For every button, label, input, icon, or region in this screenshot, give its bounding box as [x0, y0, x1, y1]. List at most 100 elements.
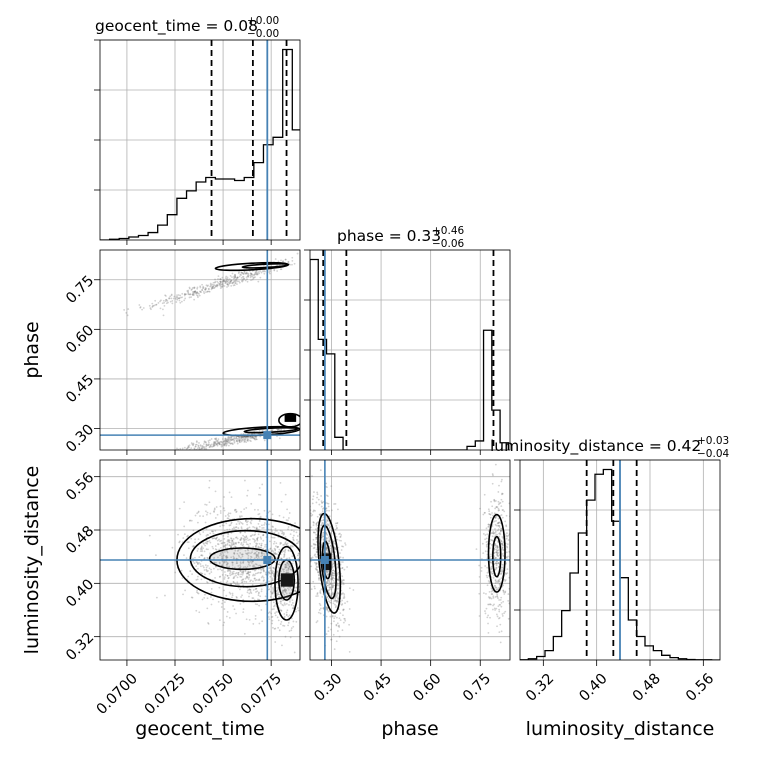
- sample-point: [494, 557, 497, 559]
- sample-point: [269, 540, 271, 543]
- sample-point: [248, 574, 251, 576]
- sample-point: [259, 276, 262, 279]
- sample-point: [329, 582, 332, 585]
- sample-point: [193, 286, 196, 289]
- sample-point: [331, 554, 334, 556]
- sample-point: [218, 443, 221, 446]
- sample-point: [236, 276, 239, 279]
- sample-point: [280, 609, 283, 612]
- sample-point: [202, 547, 205, 550]
- sample-point: [276, 0, 278, 1]
- sample-point: [270, 572, 273, 575]
- sample-point: [494, 562, 497, 565]
- sample-point: [252, 566, 255, 568]
- y-tick-label: 0.45: [63, 372, 97, 406]
- sample-point: [223, 444, 226, 446]
- sample-point: [173, 295, 176, 298]
- sample-point: [217, 441, 220, 444]
- sample-point: [230, 279, 233, 282]
- sample-point: [348, 623, 351, 626]
- sample-point: [284, 566, 287, 569]
- sample-point: [287, 0, 289, 1]
- sample-point: [314, 509, 316, 512]
- sample-point: [270, 569, 273, 572]
- sample-point: [188, 444, 191, 447]
- sample-point: [176, 447, 178, 450]
- sample-point: [484, 565, 487, 567]
- axes-frame: [309, 249, 511, 451]
- sample-point: [177, 533, 179, 536]
- sample-point: [237, 438, 240, 440]
- sample-point: [247, 571, 250, 574]
- sample-point: [274, 612, 276, 615]
- sample-point: [291, 607, 294, 609]
- sample-point: [228, 591, 231, 594]
- sample-point: [250, 273, 253, 276]
- sample-point: [245, 618, 248, 621]
- sample-point: [274, 552, 276, 555]
- sample-point: [235, 523, 238, 526]
- sample-point: [236, 552, 239, 555]
- sample-point: [238, 440, 241, 443]
- sample-point: [209, 282, 212, 285]
- sample-point: [242, 561, 245, 564]
- sample-point: [342, 614, 344, 617]
- sample-point: [245, 541, 248, 543]
- sample-point: [227, 517, 230, 520]
- sample-point: [263, 509, 266, 512]
- sample-point: [271, 429, 274, 431]
- sample-point: [208, 290, 211, 293]
- sample-point: [297, 0, 299, 1]
- sample-point: [151, 302, 154, 305]
- sample-point: [326, 595, 328, 598]
- sample-point: [259, 270, 262, 273]
- sample-point: [246, 572, 249, 575]
- sample-point: [275, 0, 277, 1]
- sample-point: [484, 534, 487, 536]
- sample-point: [283, 0, 285, 1]
- sample-point: [238, 271, 241, 273]
- sample-point: [504, 580, 507, 582]
- sample-point: [312, 596, 314, 598]
- sample-point: [498, 524, 501, 527]
- sample-point: [336, 538, 339, 541]
- sample-point: [291, 0, 293, 1]
- sample-point: [274, 0, 276, 1]
- sample-point: [234, 281, 237, 284]
- sample-point: [206, 542, 209, 545]
- sample-point: [333, 584, 336, 587]
- sample-point: [289, 0, 291, 1]
- sample-point: [182, 593, 184, 596]
- sample-point: [497, 491, 500, 493]
- sample-point: [245, 581, 248, 583]
- sample-point: [495, 506, 498, 509]
- sample-point: [215, 537, 218, 539]
- sample-point: [486, 533, 489, 536]
- sample-point: [244, 436, 247, 439]
- sample-point: [289, 0, 291, 1]
- sample-point: [482, 552, 485, 555]
- sample-point: [273, 0, 275, 1]
- sample-point: [315, 533, 318, 536]
- sample-point: [483, 511, 486, 514]
- sample-point: [199, 533, 202, 536]
- sample-point: [223, 576, 226, 579]
- sample-point: [248, 592, 251, 595]
- sample-point: [485, 527, 488, 530]
- sample-point: [278, 548, 281, 551]
- sample-point: [285, 569, 288, 572]
- sample-point: [315, 528, 317, 531]
- sample-point: [290, 589, 293, 591]
- sample-point: [330, 577, 333, 580]
- sample-point: [284, 535, 287, 538]
- sample-point: [218, 442, 220, 445]
- sample-point: [225, 560, 228, 563]
- sample-point: [261, 567, 264, 570]
- sample-point: [496, 547, 499, 550]
- sample-point: [268, 0, 270, 1]
- sample-point: [265, 581, 267, 584]
- sample-point: [303, 561, 305, 563]
- sample-point: [239, 565, 242, 568]
- sample-point: [227, 285, 230, 287]
- sample-point: [267, 616, 270, 618]
